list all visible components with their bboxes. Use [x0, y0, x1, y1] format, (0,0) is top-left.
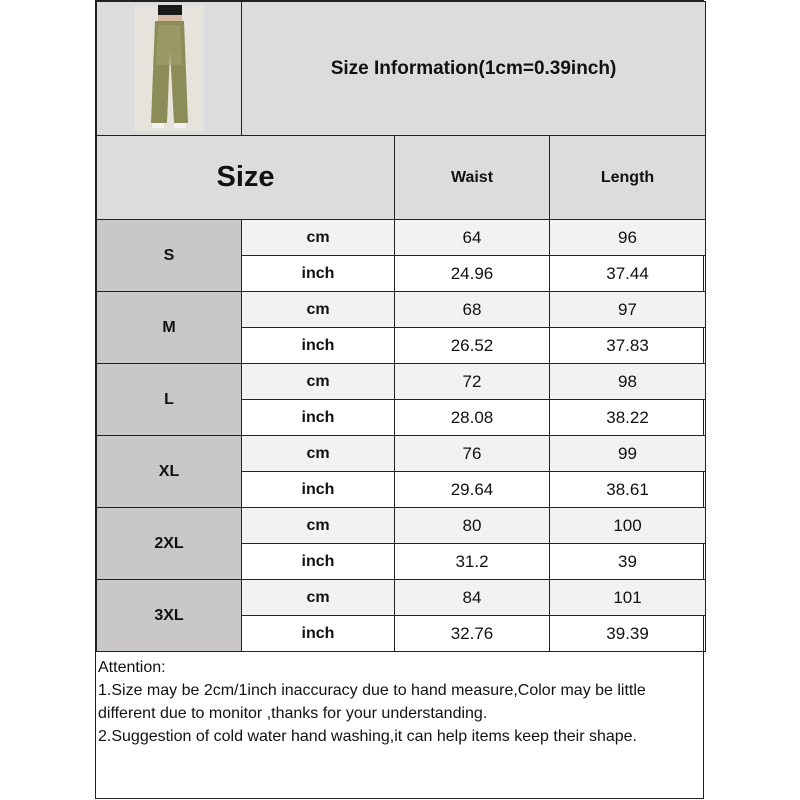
size-label: M: [96, 291, 242, 364]
length-value: 38.61: [548, 471, 707, 508]
length-value: 97: [548, 291, 707, 328]
table-row-inch: inch 24.96 37.44: [97, 255, 707, 292]
table-row-cm: 2XL cm 80 100: [96, 507, 707, 580]
length-value: 38.22: [548, 399, 707, 436]
table-row-inch: inch 29.64 38.61: [97, 471, 707, 508]
length-value: 96: [548, 219, 707, 256]
pants-image: [134, 5, 204, 131]
table-row-cm: L cm 72 98: [96, 363, 707, 436]
waist-value: 31.2: [394, 543, 550, 580]
table-row-cm: M cm 68 97: [96, 291, 707, 364]
unit-label: inch: [241, 327, 395, 364]
size-chart: Size Information(1cm=0.39inch) Size Wais…: [95, 0, 707, 799]
unit-label: cm: [241, 435, 395, 472]
unit-label: cm: [241, 291, 395, 328]
unit-label: inch: [241, 471, 395, 508]
attention-line: 1.Size may be 2cm/1inch inaccuracy due t…: [98, 682, 646, 722]
waist-value: 26.52: [394, 327, 550, 364]
size-label: 2XL: [96, 507, 242, 580]
attention-line: 2.Suggestion of cold water hand washing,…: [98, 728, 637, 745]
unit-label: cm: [241, 507, 395, 544]
length-value: 100: [548, 507, 707, 544]
product-photo: [96, 1, 242, 136]
waist-value: 64: [394, 219, 550, 256]
size-header: Size: [96, 135, 395, 220]
size-label: 3XL: [96, 579, 242, 652]
waist-value: 72: [394, 363, 550, 400]
waist-value: 28.08: [394, 399, 550, 436]
chart-title: Size Information(1cm=0.39inch): [240, 1, 707, 136]
size-table: Size Information(1cm=0.39inch) Size Wais…: [96, 1, 707, 652]
waist-value: 68: [394, 291, 550, 328]
waist-value: 84: [394, 579, 550, 616]
table-row-cm: XL cm 76 99: [96, 435, 707, 508]
table-row-cm: 3XL cm 84 101: [96, 579, 707, 652]
size-label: S: [96, 219, 242, 292]
waist-value: 80: [394, 507, 550, 544]
table-row-inch: inch 26.52 37.83: [97, 327, 707, 364]
unit-label: inch: [241, 543, 395, 580]
unit-label: cm: [241, 363, 395, 400]
length-header: Length: [548, 135, 707, 220]
length-value: 99: [548, 435, 707, 472]
table-row-inch: inch 31.2 39: [97, 543, 707, 580]
waist-value: 76: [394, 435, 550, 472]
length-value: 101: [548, 579, 707, 616]
table-row-inch: inch 28.08 38.22: [97, 399, 707, 436]
unit-label: inch: [241, 399, 395, 436]
table-row-cm: S cm 64 96: [96, 219, 707, 292]
length-value: 39.39: [548, 615, 707, 652]
size-label: XL: [96, 435, 242, 508]
attention-notes: Attention: 1.Size may be 2cm/1inch inacc…: [96, 652, 703, 752]
length-value: 37.83: [548, 327, 707, 364]
unit-label: cm: [241, 579, 395, 616]
unit-label: cm: [241, 219, 395, 256]
length-value: 98: [548, 363, 707, 400]
unit-label: inch: [241, 255, 395, 292]
attention-heading: Attention:: [98, 659, 166, 676]
length-value: 39: [548, 543, 707, 580]
size-label: L: [96, 363, 242, 436]
waist-value: 24.96: [394, 255, 550, 292]
length-value: 37.44: [548, 255, 707, 292]
waist-value: 29.64: [394, 471, 550, 508]
waist-value: 32.76: [394, 615, 550, 652]
unit-label: inch: [241, 615, 395, 652]
table-row-inch: inch 32.76 39.39: [97, 615, 707, 652]
waist-header: Waist: [394, 135, 550, 220]
